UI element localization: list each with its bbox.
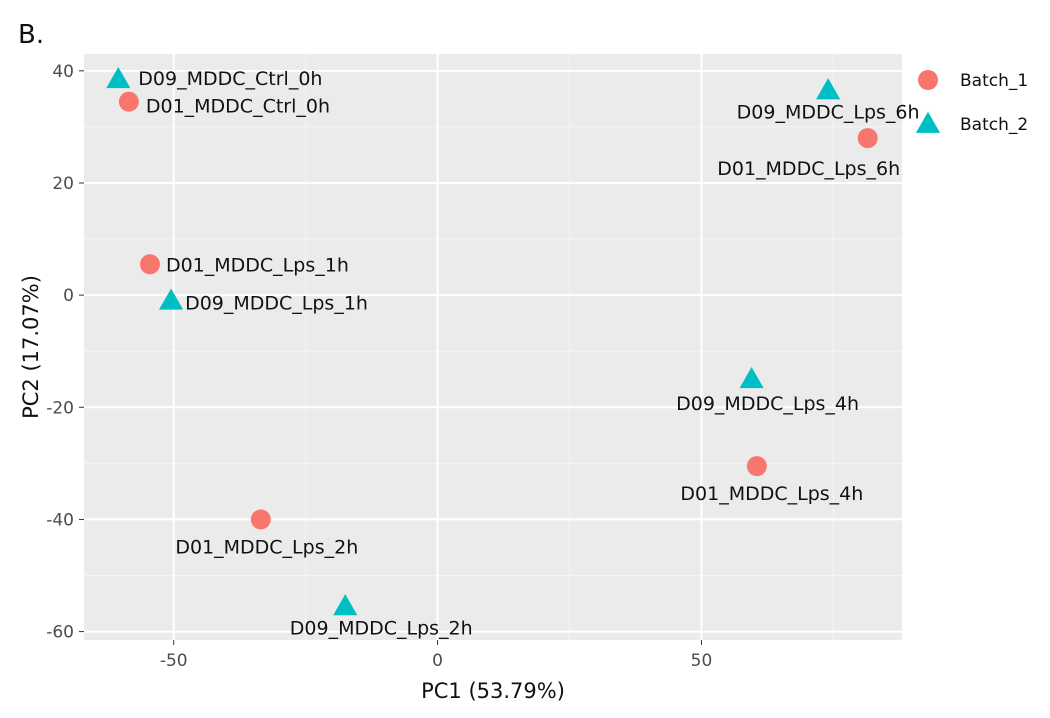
point-D01_MDDC_Lps_6h	[857, 128, 878, 149]
plot-area	[84, 54, 902, 640]
label-D01_MDDC_Lps_6h: D01_MDDC_Lps_6h	[717, 158, 900, 180]
point-D01_MDDC_Lps_2h	[250, 509, 271, 530]
label-D09_MDDC_Lps_4h: D09_MDDC_Lps_4h	[676, 393, 859, 415]
x-axis-title: PC1 (53.79%)	[421, 679, 565, 703]
label-D09_MDDC_Lps_2h: D09_MDDC_Lps_2h	[290, 617, 473, 639]
point-labels: D01_MDDC_Ctrl_0h D01_MDDC_Lps_1h D01_MDDC_…	[138, 68, 919, 639]
legend: Batch_1 Batch_2	[915, 70, 1028, 135]
point-D01_MDDC_Ctrl_0h	[118, 91, 139, 112]
x-tick-label: 0	[432, 651, 443, 671]
point-D09_MDDC_Lps_2h	[333, 594, 358, 616]
axes: -50 0 50 -60 -40 -20 0 20 40 PC1 (53.79%) PC2 (17.…	[19, 62, 712, 703]
plot-background	[84, 54, 902, 640]
label-D01_MDDC_Lps_2h: D01_MDDC_Lps_2h	[175, 536, 358, 558]
label-D01_MDDC_Lps_1h: D01_MDDC_Lps_1h	[166, 254, 349, 276]
y-tick-label: -60	[46, 623, 74, 643]
point-D09_MDDC_Lps_1h	[158, 288, 184, 310]
x-tick-label: -50	[160, 651, 188, 671]
label-D01_MDDC_Ctrl_0h: D01_MDDC_Ctrl_0h	[146, 96, 330, 118]
y-tick-label: 40	[52, 62, 74, 82]
legend-label-Batch_2: Batch_2	[960, 115, 1028, 135]
label-D09_MDDC_Lps_6h: D09_MDDC_Lps_6h	[737, 101, 920, 123]
data-points	[106, 66, 878, 616]
legend-key-Batch_1	[918, 70, 938, 90]
point-D01_MDDC_Lps_4h	[746, 456, 767, 477]
point-D09_MDDC_Ctrl_0h	[106, 66, 131, 89]
point-D09_MDDC_Lps_6h	[816, 78, 841, 100]
label-D01_MDDC_Lps_4h: D01_MDDC_Lps_4h	[680, 483, 863, 505]
y-tick-label: -40	[46, 510, 74, 530]
legend-key-Batch_2	[915, 111, 941, 133]
y-axis-title: PC2 (17.07%)	[19, 275, 43, 419]
y-tick-label: 0	[63, 286, 74, 306]
label-D09_MDDC_Lps_1h: D09_MDDC_Lps_1h	[185, 293, 368, 315]
y-tick-label: -20	[46, 398, 74, 418]
legend-label-Batch_1: Batch_1	[960, 71, 1028, 91]
label-D09_MDDC_Ctrl_0h: D09_MDDC_Ctrl_0h	[138, 68, 322, 90]
point-D01_MDDC_Lps_1h	[139, 254, 160, 275]
panel-label: B.	[18, 20, 45, 50]
x-tick-label: 50	[691, 651, 713, 671]
y-tick-label: 20	[52, 174, 74, 194]
grid-lines	[84, 54, 902, 640]
point-D09_MDDC_Lps_4h	[739, 366, 764, 389]
